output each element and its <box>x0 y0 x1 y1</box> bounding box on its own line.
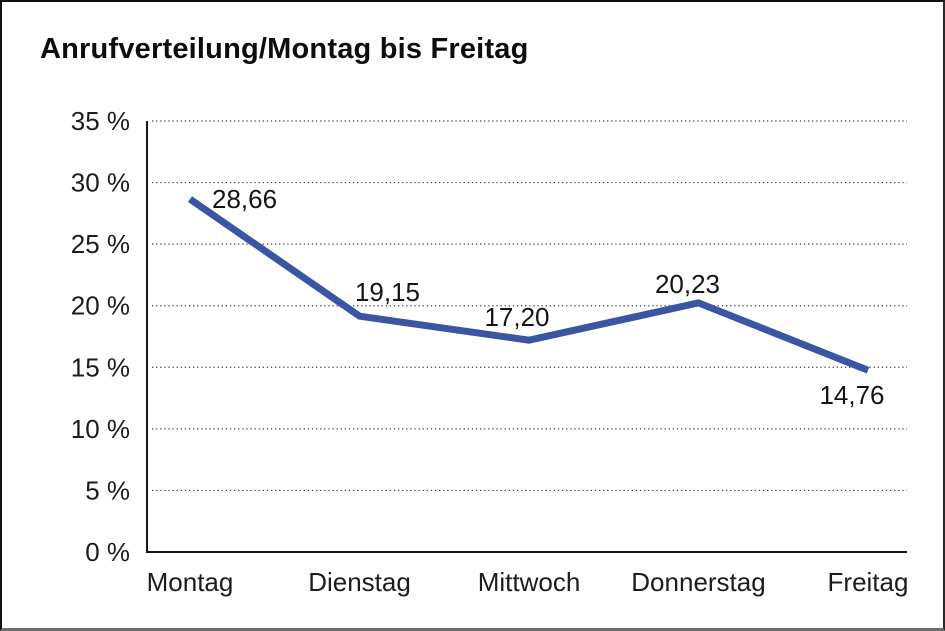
y-tick-label: 0 % <box>85 537 130 567</box>
y-tick-label: 25 % <box>71 229 130 259</box>
x-tick-label: Montag <box>147 567 234 597</box>
x-tick-label: Mittwoch <box>478 567 581 597</box>
x-tick-label: Dienstag <box>308 567 411 597</box>
data-label: 14,76 <box>819 380 884 410</box>
y-tick-label: 20 % <box>71 291 130 321</box>
data-label: 20,23 <box>655 269 720 299</box>
chart-title: Anrufverteilung/Montag bis Freitag <box>40 33 529 65</box>
y-tick-label: 10 % <box>71 414 130 444</box>
data-line <box>188 196 870 374</box>
y-tick-label: 35 % <box>71 106 130 136</box>
data-label: 19,15 <box>355 277 420 307</box>
y-tick-label: 5 % <box>85 475 130 505</box>
data-label: 28,66 <box>212 184 277 214</box>
x-tick-label: Freitag <box>828 567 909 597</box>
y-tick-label: 15 % <box>71 352 130 382</box>
x-tick-label: Donnerstag <box>631 567 765 597</box>
data-label: 17,20 <box>484 302 549 332</box>
y-tick-label: 30 % <box>71 168 130 198</box>
